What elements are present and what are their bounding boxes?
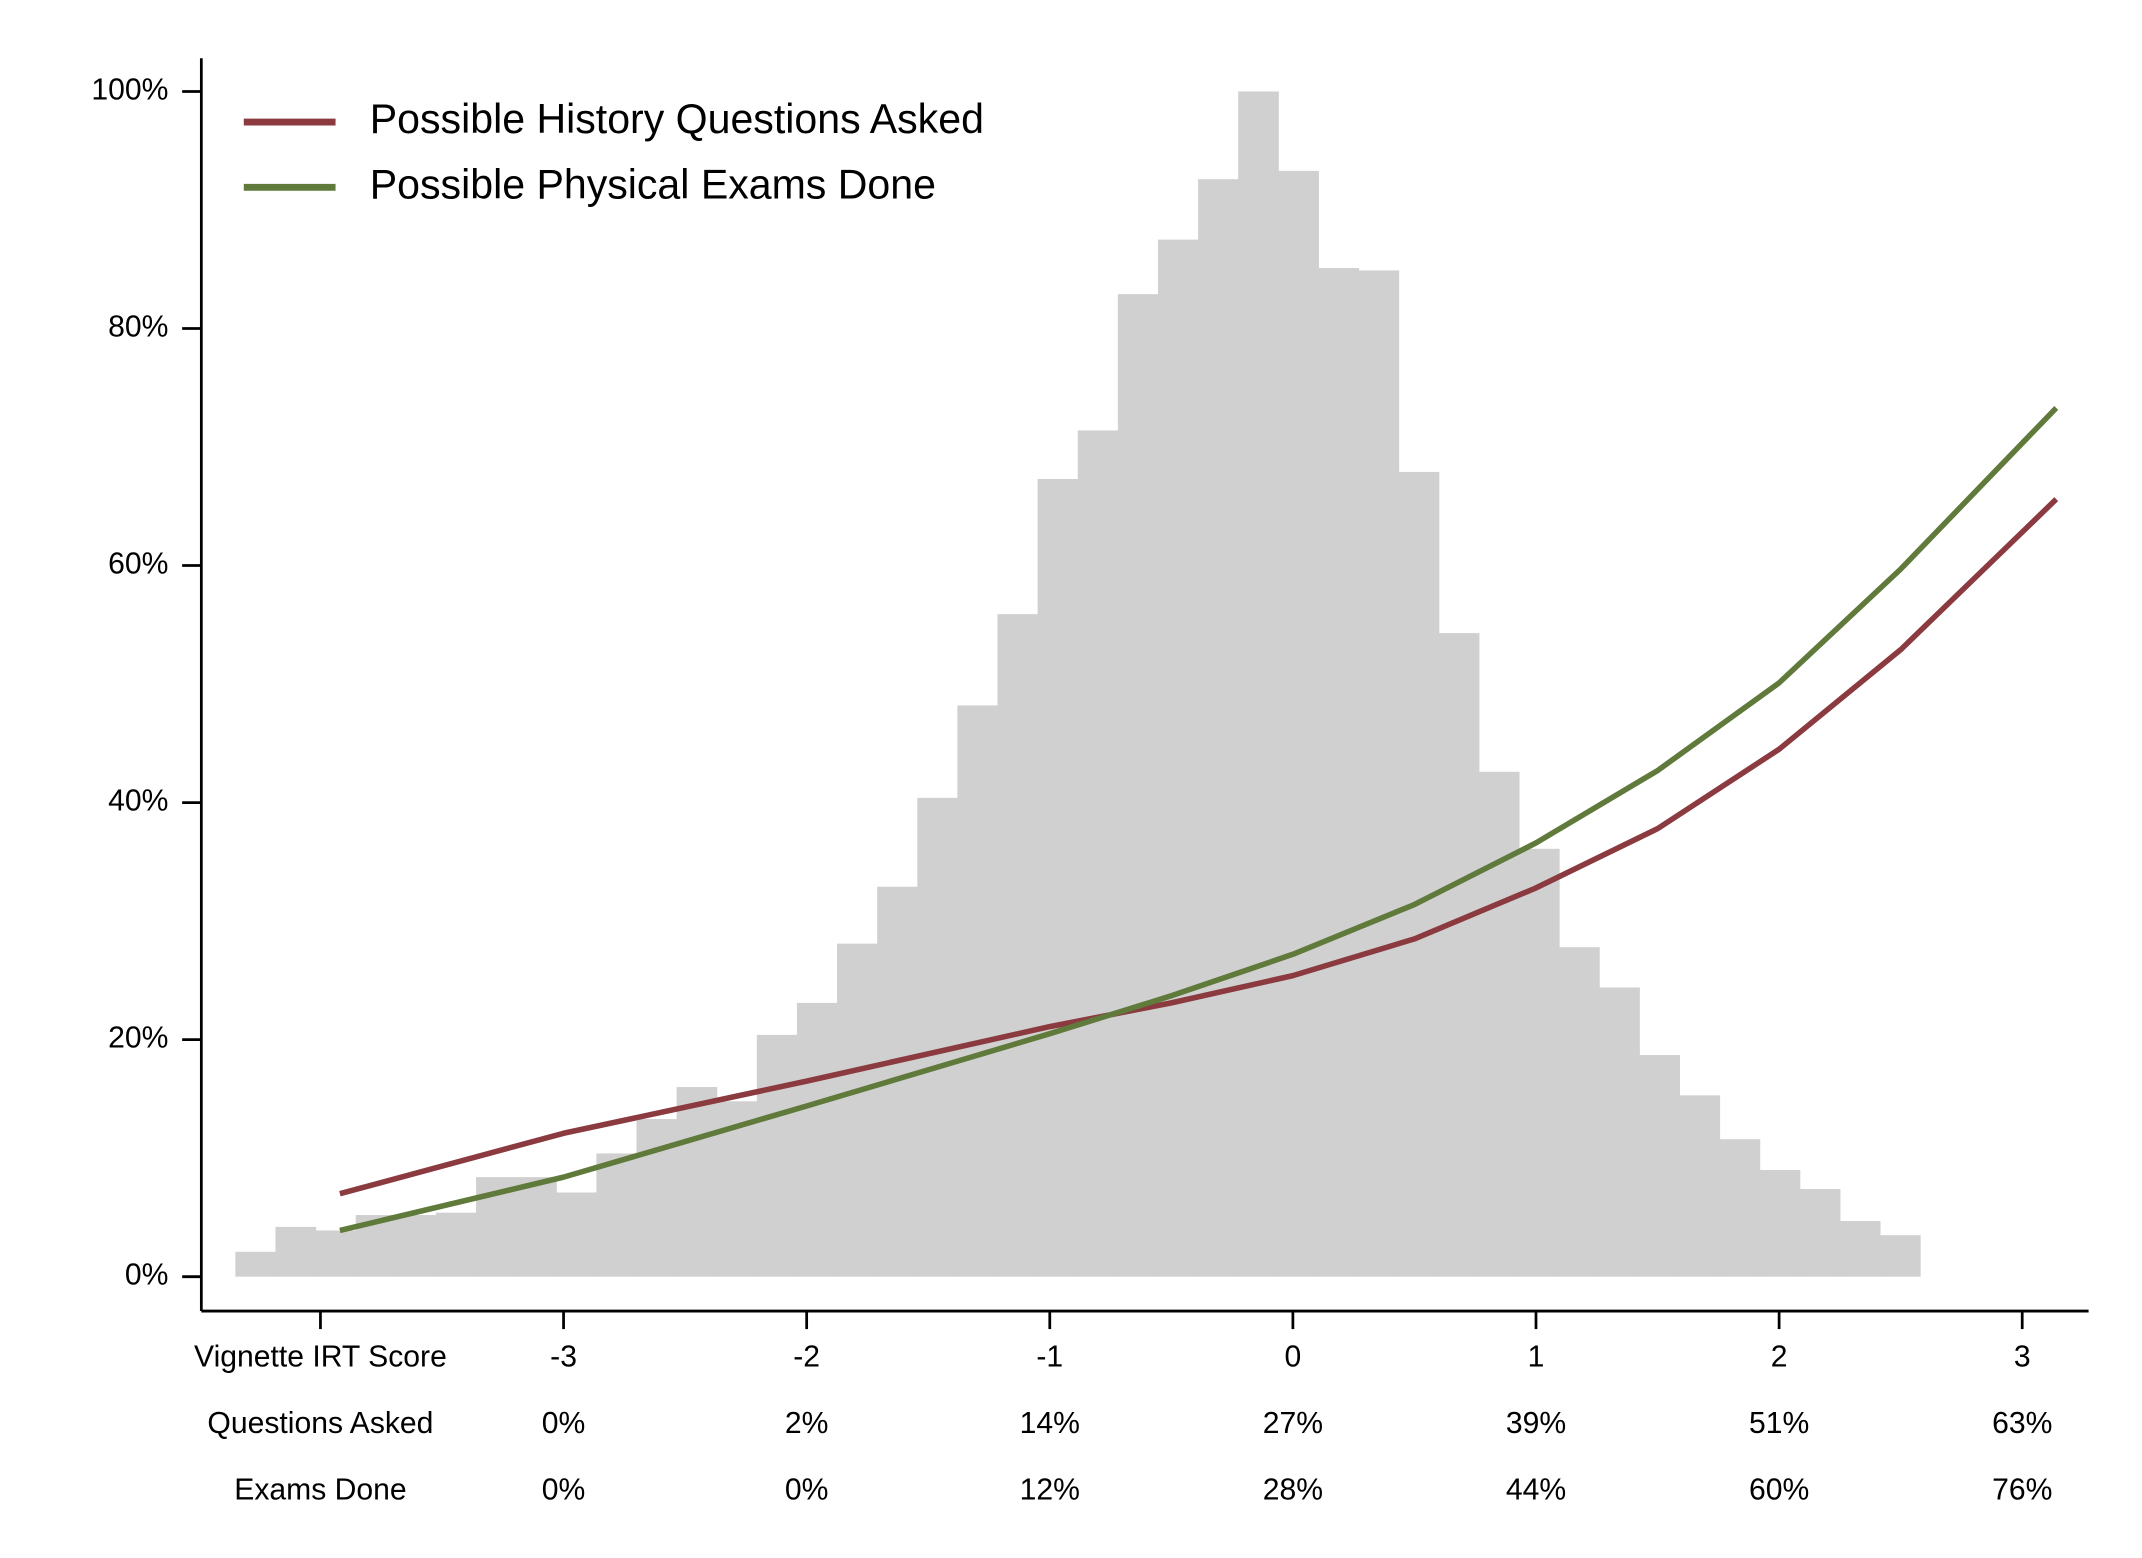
histogram-bar: [1679, 1095, 1721, 1277]
table-cell: 60%: [1749, 1473, 1809, 1506]
histogram-bar: [1198, 179, 1239, 1277]
histogram-bar: [1037, 479, 1079, 1277]
table-cell: 63%: [1992, 1407, 2052, 1440]
histogram-bar: [676, 1087, 718, 1277]
histogram-bar: [1358, 270, 1400, 1277]
histogram-bar: [1077, 430, 1119, 1277]
table-cell: 39%: [1506, 1407, 1566, 1440]
series-line: [339, 405, 2059, 1234]
table-cell: 0%: [785, 1473, 829, 1506]
table-cell: 0%: [542, 1473, 586, 1506]
y-tick-label: 60%: [108, 547, 168, 580]
legend-label: Possible Physical Exams Done: [370, 161, 936, 207]
table-cell: 12%: [1020, 1473, 1080, 1506]
x-tick-label: 0: [1285, 1340, 1302, 1373]
histogram-bar: [1879, 1235, 1921, 1277]
histogram-bar: [1799, 1188, 1841, 1277]
histogram-bar: [435, 1212, 477, 1277]
histogram-bar: [796, 1002, 838, 1277]
histogram-bar: [556, 1192, 597, 1277]
table-row-label: Questions Asked: [207, 1407, 433, 1440]
x-tick-label: -3: [550, 1340, 577, 1373]
y-tick-label: 0%: [125, 1259, 169, 1292]
histogram-bar: [1117, 294, 1159, 1277]
table-cell: 0%: [542, 1407, 586, 1440]
y-tick-label: 100%: [91, 73, 168, 106]
table-cell: 51%: [1749, 1407, 1809, 1440]
histogram-bar: [1719, 1139, 1761, 1277]
series-line: [339, 497, 2059, 1197]
histogram-bar: [1559, 947, 1600, 1277]
x-tick-label: 1: [1528, 1340, 1545, 1373]
histogram-bar: [1518, 848, 1560, 1277]
histogram-bar: [997, 614, 1039, 1277]
y-tick-label: 80%: [108, 310, 168, 343]
histogram-bar: [1157, 239, 1199, 1277]
table-cell: 28%: [1263, 1473, 1323, 1506]
histogram-bar: [1639, 1055, 1680, 1277]
histogram-bar: [636, 1119, 678, 1277]
histogram-bar: [596, 1153, 638, 1277]
histogram-bar: [1478, 771, 1520, 1277]
histogram-bar: [837, 943, 878, 1277]
histogram-bar: [1759, 1170, 1801, 1277]
table-row-label: Exams Done: [234, 1473, 406, 1506]
histogram-bar: [1278, 170, 1319, 1277]
histogram-bar: [235, 1251, 277, 1277]
histogram-bar: [315, 1230, 357, 1277]
histogram-bar: [1599, 987, 1640, 1277]
histogram-bar: [1839, 1220, 1881, 1277]
histogram-bar: [516, 1177, 557, 1277]
histogram-bar: [1438, 633, 1480, 1277]
histogram-bar: [1238, 91, 1279, 1277]
histogram-bar: [1318, 268, 1360, 1277]
y-tick-label: 40%: [108, 784, 168, 817]
x-tick-label: Vignette IRT Score: [194, 1340, 447, 1373]
y-tick-label: 20%: [108, 1022, 168, 1055]
histogram-bar: [756, 1034, 798, 1277]
histogram-bar: [957, 705, 999, 1277]
histogram-bar: [1398, 471, 1440, 1277]
x-tick-label: -1: [1036, 1340, 1063, 1373]
table-cell: 44%: [1506, 1473, 1566, 1506]
table-cell: 76%: [1992, 1473, 2052, 1506]
legend-label: Possible History Questions Asked: [370, 96, 984, 142]
histogram-bar: [275, 1226, 317, 1277]
histogram-bar: [917, 797, 958, 1277]
x-tick-label: 3: [2014, 1340, 2031, 1373]
x-tick-label: -2: [793, 1340, 820, 1373]
table-cell: 2%: [785, 1407, 829, 1440]
table-cell: 27%: [1263, 1407, 1323, 1440]
table-cell: 14%: [1020, 1407, 1080, 1440]
histogram-bar: [395, 1215, 437, 1277]
x-tick-label: 2: [1771, 1340, 1788, 1373]
